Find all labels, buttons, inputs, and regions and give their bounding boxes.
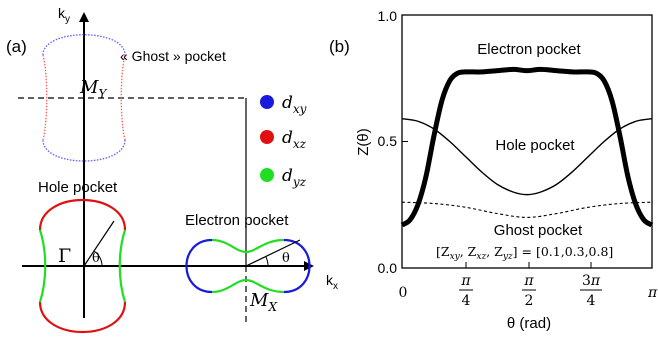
electron-theta-ray <box>245 239 301 267</box>
right-panel: (b) 0.0 0.5 1.0 0 π 4 π 2 <box>329 8 658 332</box>
gamma-label: Γ <box>58 245 71 267</box>
svg-text:4: 4 <box>462 293 471 309</box>
legend-dxy-label: dxy <box>282 93 307 116</box>
x-ticks: 0 π 4 π 2 3π 4 π <box>399 262 658 309</box>
ghost-curve-label: Ghost pocket <box>494 222 583 239</box>
panel-a-label: (a) <box>6 37 27 56</box>
electron-curve-label: Electron pocket <box>477 41 581 58</box>
my-label: MY <box>79 77 107 101</box>
legend-dxz-dot <box>260 130 274 144</box>
legend-dxy-dot <box>260 95 274 109</box>
legend-dxz-label: dxz <box>282 128 307 151</box>
series-line-electron-pocket <box>400 66 654 228</box>
ky-axis-label: ky <box>58 5 70 25</box>
hole-theta-label: θ <box>92 251 100 266</box>
xtick-label-0: 0 <box>399 285 408 301</box>
xtick-label-pi2: π 2 <box>522 273 536 309</box>
svg-text:2: 2 <box>525 293 534 309</box>
series-layer <box>400 66 654 228</box>
hole-theta-arc <box>93 250 103 267</box>
ghost-pocket <box>42 34 126 162</box>
x-axis-label: θ (rad) <box>507 315 551 332</box>
electron-theta-label: θ <box>282 251 290 266</box>
svg-text:3π: 3π <box>582 273 601 289</box>
legend-dyz-dot <box>260 168 274 182</box>
left-panel: (a) ky kx « Ghost » pocket MY Hole pocke… <box>6 5 338 333</box>
series-line-hole-pocket <box>401 118 652 196</box>
svg-text:π: π <box>523 273 534 289</box>
legend-dyz-label: dyz <box>282 166 307 189</box>
hole-curve-label: Hole pocket <box>495 137 575 154</box>
svg-text:4: 4 <box>587 293 596 309</box>
y-ticks: 0.0 0.5 1.0 <box>378 8 408 276</box>
series-line-ghost-pocket <box>401 201 652 218</box>
xtick-label-pi: π <box>647 285 658 301</box>
orbital-legend: dxy dxz dyz <box>260 93 307 189</box>
hole-theta-ray <box>83 220 115 267</box>
y-axis-label: Z(θ) <box>355 128 372 156</box>
parameter-label: [Zxy, Zxz, Zyz] = [0.1,0.3,0.8] <box>436 244 613 262</box>
xtick-label-pi4: π 4 <box>459 273 473 309</box>
xtick-label-3pi4: 3π 4 <box>580 273 602 309</box>
kx-axis-label: kx <box>326 272 338 292</box>
ytick-label-05: 0.5 <box>378 133 398 149</box>
svg-text:π: π <box>460 273 471 289</box>
ytick-label-0: 0.0 <box>378 260 398 276</box>
panel-b-label: (b) <box>329 37 350 56</box>
mx-label: MX <box>249 290 277 314</box>
electron-pocket <box>185 238 311 294</box>
electron-pocket-label: Electron pocket <box>185 212 289 229</box>
hole-pocket-label: Hole pocket <box>38 179 118 196</box>
hole-pocket <box>38 199 127 333</box>
electron-theta-arc <box>265 256 269 267</box>
ghost-pocket-label: « Ghost » pocket <box>120 48 226 64</box>
ytick-label-1: 1.0 <box>378 8 398 24</box>
